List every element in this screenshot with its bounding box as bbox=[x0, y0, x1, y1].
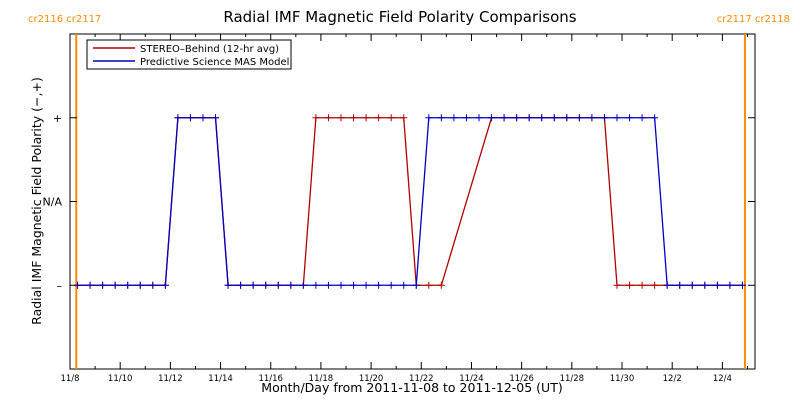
data-point-stereo bbox=[638, 281, 646, 289]
data-point-mas-model bbox=[575, 114, 583, 122]
data-point-stereo bbox=[350, 114, 358, 122]
data-point-mas-model bbox=[651, 114, 659, 122]
data-point-mas-model bbox=[425, 114, 433, 122]
data-point-mas-model bbox=[161, 281, 169, 289]
x-tick-label: 11/26 bbox=[509, 374, 534, 384]
data-point-stereo bbox=[651, 281, 659, 289]
data-point-mas-model bbox=[124, 281, 132, 289]
data-point-mas-model bbox=[462, 114, 470, 122]
data-point-mas-model bbox=[186, 114, 194, 122]
x-tick-label: 11/22 bbox=[409, 374, 434, 384]
data-point-stereo bbox=[375, 114, 383, 122]
data-point-mas-model bbox=[701, 281, 709, 289]
data-point-mas-model bbox=[237, 281, 245, 289]
data-point-mas-model bbox=[400, 281, 408, 289]
x-tick-label: 11/18 bbox=[309, 374, 334, 384]
data-point-mas-model bbox=[136, 281, 144, 289]
data-point-mas-model bbox=[324, 281, 332, 289]
x-tick-label: 12/4 bbox=[713, 374, 732, 384]
data-point-mas-model bbox=[412, 281, 420, 289]
data-point-mas-model bbox=[350, 281, 358, 289]
x-tick-label: 11/10 bbox=[108, 374, 133, 384]
x-tick-label: 11/8 bbox=[60, 374, 79, 384]
data-point-mas-model bbox=[513, 114, 521, 122]
y-tick-label: N/A bbox=[43, 196, 63, 209]
data-point-mas-model bbox=[613, 114, 621, 122]
data-point-stereo bbox=[312, 114, 320, 122]
chart-title: Radial IMF Magnetic Field Polarity Compa… bbox=[223, 8, 576, 26]
data-point-mas-model bbox=[299, 281, 307, 289]
y-tick-label: + bbox=[53, 112, 62, 125]
data-point-stereo bbox=[400, 114, 408, 122]
data-point-mas-model bbox=[199, 114, 207, 122]
data-point-mas-model bbox=[262, 281, 270, 289]
data-point-mas-model bbox=[99, 281, 107, 289]
data-point-mas-model bbox=[688, 281, 696, 289]
data-point-mas-model bbox=[111, 281, 119, 289]
data-point-mas-model bbox=[274, 281, 282, 289]
data-point-stereo bbox=[626, 281, 634, 289]
x-axis-label: Month/Day from 2011-11-08 to 2011-12-05 … bbox=[261, 380, 562, 395]
data-point-mas-model bbox=[249, 281, 257, 289]
data-point-mas-model bbox=[287, 281, 295, 289]
data-point-mas-model bbox=[588, 114, 596, 122]
data-point-mas-model bbox=[638, 114, 646, 122]
data-point-stereo bbox=[324, 114, 332, 122]
carrington-label: cr2117 cr2118 bbox=[717, 14, 790, 25]
data-point-mas-model bbox=[312, 281, 320, 289]
data-point-mas-model bbox=[713, 281, 721, 289]
data-point-mas-model bbox=[488, 114, 496, 122]
data-point-stereo bbox=[387, 114, 395, 122]
data-point-mas-model bbox=[525, 114, 533, 122]
data-point-mas-model bbox=[212, 114, 220, 122]
x-tick-label: 12/2 bbox=[663, 374, 682, 384]
x-tick-label: 11/30 bbox=[610, 374, 635, 384]
data-point-mas-model bbox=[450, 114, 458, 122]
data-point-mas-model bbox=[224, 281, 232, 289]
data-point-stereo bbox=[613, 281, 621, 289]
data-point-stereo bbox=[362, 114, 370, 122]
data-point-mas-model bbox=[387, 281, 395, 289]
data-point-mas-model bbox=[86, 281, 94, 289]
data-point-mas-model bbox=[738, 281, 746, 289]
x-tick-label: 11/24 bbox=[459, 374, 484, 384]
data-point-mas-model bbox=[500, 114, 508, 122]
y-axis-label: Radial IMF Magnetic Field Polarity (−,+) bbox=[29, 77, 44, 325]
data-point-mas-model bbox=[550, 114, 558, 122]
data-point-mas-model bbox=[174, 114, 182, 122]
data-point-mas-model bbox=[149, 281, 157, 289]
legend: STEREO–Behind (12-hr avg) Predictive Sci… bbox=[86, 39, 292, 70]
data-point-stereo bbox=[337, 114, 345, 122]
data-point-stereo bbox=[425, 281, 433, 289]
data-point-mas-model bbox=[538, 114, 546, 122]
data-point-mas-model bbox=[726, 281, 734, 289]
x-tick-label: 11/28 bbox=[560, 374, 585, 384]
data-point-mas-model bbox=[663, 281, 671, 289]
data-point-mas-model bbox=[74, 281, 82, 289]
data-point-mas-model bbox=[375, 281, 383, 289]
data-point-mas-model bbox=[437, 114, 445, 122]
carrington-label: cr2116 cr2117 bbox=[28, 14, 101, 25]
data-point-mas-model bbox=[563, 114, 571, 122]
legend-box bbox=[86, 39, 292, 70]
x-tick-label: 11/12 bbox=[158, 374, 183, 384]
x-tick-label: 11/16 bbox=[258, 374, 283, 384]
data-point-mas-model bbox=[626, 114, 634, 122]
data-point-mas-model bbox=[676, 281, 684, 289]
data-point-mas-model bbox=[600, 114, 608, 122]
data-point-mas-model bbox=[475, 114, 483, 122]
x-tick-label: 11/14 bbox=[208, 374, 233, 384]
data-point-mas-model bbox=[362, 281, 370, 289]
y-tick-label: – bbox=[57, 279, 63, 292]
legend-label-mas-model: Predictive Science MAS Model bbox=[140, 57, 289, 68]
x-tick-label: 11/20 bbox=[359, 374, 384, 384]
legend-label-stereo: STEREO–Behind (12-hr avg) bbox=[140, 44, 279, 55]
data-point-stereo bbox=[437, 281, 445, 289]
data-point-mas-model bbox=[337, 281, 345, 289]
